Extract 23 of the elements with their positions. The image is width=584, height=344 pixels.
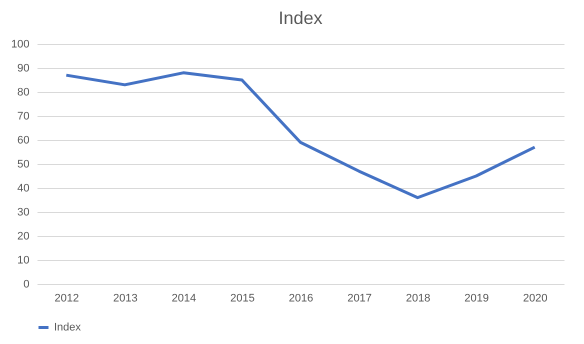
- x-tick-label: 2013: [113, 292, 138, 304]
- y-tick-label: 90: [17, 62, 30, 74]
- x-tick-label: 2016: [288, 292, 314, 304]
- x-tick-label: 2014: [172, 292, 196, 304]
- y-tick-label: 80: [17, 86, 30, 98]
- y-tick-label: 40: [17, 182, 30, 194]
- y-tick-label: 50: [17, 158, 30, 170]
- x-tick-label: 2017: [347, 292, 372, 304]
- y-tick-label: 20: [17, 230, 30, 242]
- x-tick-label: 2020: [522, 292, 548, 304]
- y-tick-label: 70: [17, 110, 30, 122]
- x-tick-label: 2012: [54, 292, 80, 304]
- legend-label: Index: [54, 322, 82, 334]
- x-tick-label: 2015: [230, 292, 255, 304]
- y-tick-label: 60: [17, 134, 30, 146]
- y-tick-label: 100: [11, 38, 30, 50]
- y-tick-label: 10: [17, 254, 30, 266]
- chart-title: Index: [278, 8, 323, 28]
- line-series: [64, 71, 536, 200]
- y-tick-label: 0: [23, 278, 30, 290]
- x-tick-label: 2019: [464, 292, 489, 304]
- x-tick-label: 2018: [406, 292, 430, 304]
- y-tick-label: 30: [17, 206, 30, 218]
